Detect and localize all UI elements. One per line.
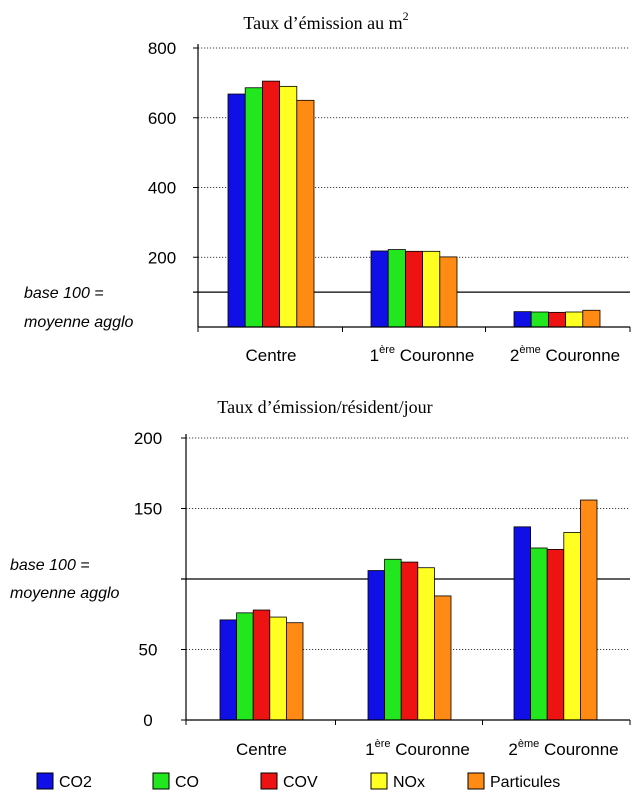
category-label-prefix: 1 [365, 740, 374, 759]
bar-co-2 [384, 558, 402, 721]
category-label-superscript: ère [379, 344, 395, 356]
legend-swatch-particules [467, 772, 485, 790]
category-label: 2ème Couronne [508, 738, 618, 759]
legend-label-co: CO [175, 774, 199, 791]
bar-particules-3 [580, 499, 598, 721]
chart-title: Taux d’émission/résident/jour [217, 397, 432, 417]
category-label-suffix: Centre [245, 346, 296, 365]
category-label-suffix: Couronne [395, 346, 474, 365]
bar-co-1 [236, 612, 254, 721]
bar-co-3 [530, 547, 548, 721]
bar-co2-2 [367, 570, 386, 721]
bar-co2-1 [227, 93, 246, 328]
bar-co-3 [530, 311, 549, 328]
category-label: 1ère Couronne [365, 738, 470, 759]
legend-label-co2: CO2 [59, 774, 92, 791]
legend-swatch-cov [260, 772, 278, 790]
bar-co-1 [244, 87, 263, 328]
y-tick-label: 150 [134, 500, 162, 519]
category-label-superscript: ème [519, 344, 540, 356]
bar-co2-3 [513, 311, 532, 328]
bar-co-2 [387, 249, 406, 328]
reference-label-line2: moyenne agglo [24, 314, 134, 331]
legend-swatch-nox [370, 772, 388, 790]
category-label: Centre [236, 740, 287, 759]
bar-particules-1 [285, 622, 304, 721]
bar-cov-2 [400, 561, 419, 721]
y-tick-label: 200 [134, 429, 162, 448]
y-tick-label: 600 [148, 109, 176, 128]
bar-cov-3 [548, 311, 567, 328]
bar-nox-1 [279, 85, 298, 328]
bar-cov-1 [252, 609, 271, 721]
reference-label-line1: base 100 = [10, 557, 90, 574]
bar-nox-1 [269, 616, 287, 721]
category-label: Centre [245, 346, 296, 365]
bar-cov-1 [261, 80, 280, 328]
bar-cov-3 [546, 548, 565, 721]
category-label-suffix: Couronne [390, 740, 469, 759]
bar-nox-2 [417, 567, 435, 721]
y-tick-label: 400 [148, 179, 176, 198]
category-label-prefix: 1 [370, 346, 379, 365]
legend-label-particules: Particules [490, 774, 560, 791]
reference-label-line1: base 100 = [24, 285, 104, 302]
bar-cov-2 [404, 250, 423, 328]
y-tick-label: 50 [139, 641, 158, 660]
legend-swatch-co [152, 772, 170, 790]
bar-nox-3 [563, 532, 581, 721]
bar-particules-2 [433, 595, 452, 721]
category-label-suffix: Couronne [541, 346, 620, 365]
category-label-suffix: Centre [236, 740, 287, 759]
legend-label-nox: NOx [393, 774, 425, 791]
bar-particules-2 [439, 256, 458, 328]
legend: CO2 CO COV NOx Particules [36, 772, 560, 791]
category-label: 1ère Couronne [370, 344, 475, 365]
bar-particules-1 [296, 99, 315, 328]
y-tick-label: 800 [148, 39, 176, 58]
bar-co2-2 [370, 250, 389, 328]
bar-nox-2 [422, 250, 441, 328]
category-label-superscript: ère [375, 738, 391, 750]
y-tick-label: 200 [148, 248, 176, 267]
legend-label-cov: COV [283, 774, 318, 791]
reference-label-line2: moyenne agglo [10, 585, 120, 602]
chart-title-superscript: 2 [403, 9, 409, 23]
chart-title-main: Taux d’émission au m [243, 13, 402, 33]
bar-co2-3 [513, 526, 532, 721]
chart-title: Taux d’émission au m2 [243, 9, 408, 33]
bar-nox-3 [565, 311, 584, 328]
chart-title-main: Taux d’émission/résident/jour [217, 397, 432, 417]
category-label-superscript: ème [518, 738, 539, 750]
category-label: 2ème Couronne [510, 344, 620, 365]
category-label-suffix: Couronne [539, 740, 618, 759]
bar-particules-3 [582, 309, 601, 328]
category-label-prefix: 2 [508, 740, 517, 759]
category-label-prefix: 2 [510, 346, 519, 365]
bar-co2-1 [219, 619, 238, 721]
legend-swatch-co2 [36, 772, 54, 790]
y-tick-label: 0 [143, 711, 152, 730]
chart-2: Taux d’émission/résident/jour 200 150 50 0 ba… [10, 397, 631, 759]
